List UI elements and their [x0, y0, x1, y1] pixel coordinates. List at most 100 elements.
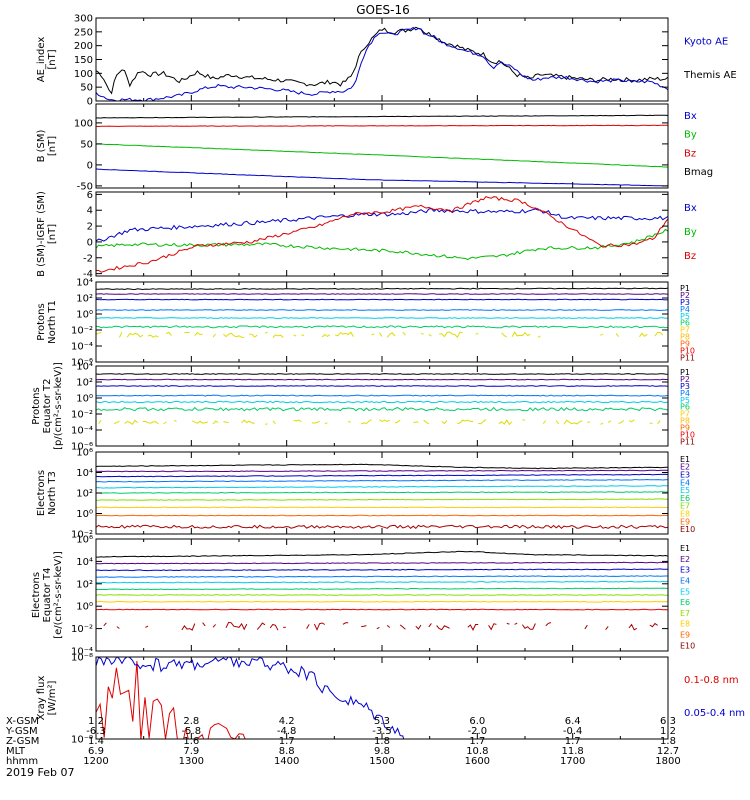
series-group	[96, 373, 668, 425]
y-tick-label: 10⁻²	[71, 530, 93, 541]
y-tick-label: -4	[83, 269, 93, 280]
orbit-table: X-GSM 1.2 2.8 4.2 5.3 6.0 6.4 6.3 Y-GSM -6.3 -5.8 -…	[5, 716, 681, 767]
y-axis-label: [nT]	[47, 136, 58, 156]
y-tick-label: 10⁻²	[71, 410, 93, 421]
legend-p9: P9	[680, 339, 690, 348]
series-e3	[96, 473, 668, 478]
series-e4	[96, 478, 668, 483]
legend-e9: E9	[680, 517, 690, 526]
legend-p2: P2	[680, 375, 690, 384]
legend-p3: P3	[680, 382, 690, 391]
y-tick-label: 10⁰	[76, 602, 93, 613]
orbit-row-label: hhmm	[6, 756, 38, 767]
legend-0-1-0-8-nm: 0.1-0.8 nm	[684, 675, 739, 686]
series-p4	[96, 309, 668, 311]
series-e1	[96, 550, 668, 558]
orbit-value: -5.8	[182, 726, 202, 737]
panel-xray: 10⁻⁹ 10⁻⁸ Xray flux [W/m²] 0.1-0.8 nm 0.05-0.…	[36, 653, 745, 746]
legend-e6: E6	[680, 598, 690, 607]
legend-e7: E7	[680, 609, 690, 618]
y-tick-label: 10²	[76, 489, 93, 500]
legend-e2: E2	[680, 555, 690, 564]
series-e4	[96, 575, 668, 578]
chart-title: GOES-16	[356, 3, 410, 17]
legend-e2: E2	[680, 463, 690, 472]
orbit-value: 1.7	[565, 736, 581, 747]
y-tick-label: 10⁻⁸	[71, 653, 93, 664]
y-tick-label: 10⁻⁹	[71, 735, 93, 746]
y-axis-label: [p/(cm²-s-sr-keV)]	[53, 362, 64, 450]
series-p1	[96, 373, 668, 375]
orbit-value: 1.7	[469, 736, 485, 747]
y-tick-label: 200	[74, 41, 93, 52]
orbit-value: 1300	[179, 756, 204, 767]
legend-p5: P5	[680, 312, 690, 321]
series-e8	[96, 600, 668, 603]
y-axis-label: Equator T4	[42, 568, 53, 623]
series-e5	[96, 580, 668, 584]
legend-bz: Bz	[684, 148, 696, 159]
y-axis-label: Protons	[36, 303, 47, 340]
series-e8	[96, 506, 668, 509]
y-axis-label: Protons	[31, 387, 42, 424]
y-axis-label: Electrons	[31, 572, 42, 618]
orbit-value: -2.0	[468, 726, 488, 737]
y-tick-label: 0	[87, 237, 93, 248]
legend-p3: P3	[680, 298, 690, 307]
series-p1	[96, 287, 668, 291]
legend-p10: P10	[680, 346, 695, 355]
y-tick-label: 10²	[76, 579, 93, 590]
legend-bmag: Bmag	[684, 167, 713, 178]
legend-e8: E8	[680, 509, 690, 518]
y-tick-label: 10⁰	[76, 394, 93, 405]
series-e10	[104, 622, 668, 630]
orbit-value: 6.4	[565, 716, 581, 727]
legend-p6: P6	[680, 319, 690, 328]
orbit-value: 5.3	[374, 716, 390, 727]
y-tick-label: -50	[77, 181, 93, 192]
orbit-row-label: X-GSM	[6, 716, 39, 727]
legend-p2: P2	[680, 291, 690, 300]
legend-bz: Bz	[684, 251, 696, 262]
series-p2	[96, 293, 668, 295]
y-axis-label: B (SM)	[36, 129, 47, 162]
y-tick-label: 10⁻²	[71, 326, 93, 337]
y-tick-label: 10²	[76, 294, 93, 305]
y-tick-label: 300	[74, 14, 93, 25]
orbit-row-label: Z-GSM	[6, 736, 39, 747]
orbit-value: 1.6	[183, 736, 199, 747]
orbit-value: 4.2	[279, 716, 295, 727]
orbit-value: 1200	[83, 756, 108, 767]
series-e9	[96, 608, 668, 611]
series-p6	[96, 325, 668, 329]
y-axis-label: North T1	[47, 300, 58, 344]
legend-p4: P4	[680, 305, 690, 314]
y-tick-label: 10⁰	[76, 509, 93, 520]
series-e7	[96, 594, 668, 596]
legend-bx: Bx	[684, 111, 697, 122]
series-e7	[96, 498, 668, 501]
legend-e10: E10	[680, 525, 695, 534]
y-axis-label: AE_index	[36, 37, 47, 83]
legend-e7: E7	[680, 502, 690, 511]
legend-e3: E3	[680, 470, 690, 479]
orbit-value: 1.4	[88, 736, 104, 747]
legend-e8: E8	[680, 620, 690, 629]
orbit-value: 1.2	[88, 716, 104, 727]
legend-p8: P8	[680, 333, 690, 342]
series-bz	[96, 124, 668, 128]
y-axis-label: Electrons	[36, 470, 47, 516]
series-e6	[96, 491, 668, 494]
series-p5	[96, 317, 668, 319]
legend-p7: P7	[680, 326, 690, 335]
legend-p4: P4	[680, 389, 690, 398]
y-tick-label: 0	[87, 97, 93, 108]
legend-e5: E5	[680, 486, 690, 495]
panel-pet2: 10⁻⁶ 10⁻⁴ 10⁻² 10⁰ 10² 10⁴ Protons Equator T2 [p…	[31, 362, 695, 453]
legend-e4: E4	[680, 577, 690, 586]
orbit-value: 11.8	[562, 746, 584, 757]
y-tick-label: 10⁻⁴	[71, 647, 93, 658]
orbit-value: 1.8	[660, 736, 676, 747]
